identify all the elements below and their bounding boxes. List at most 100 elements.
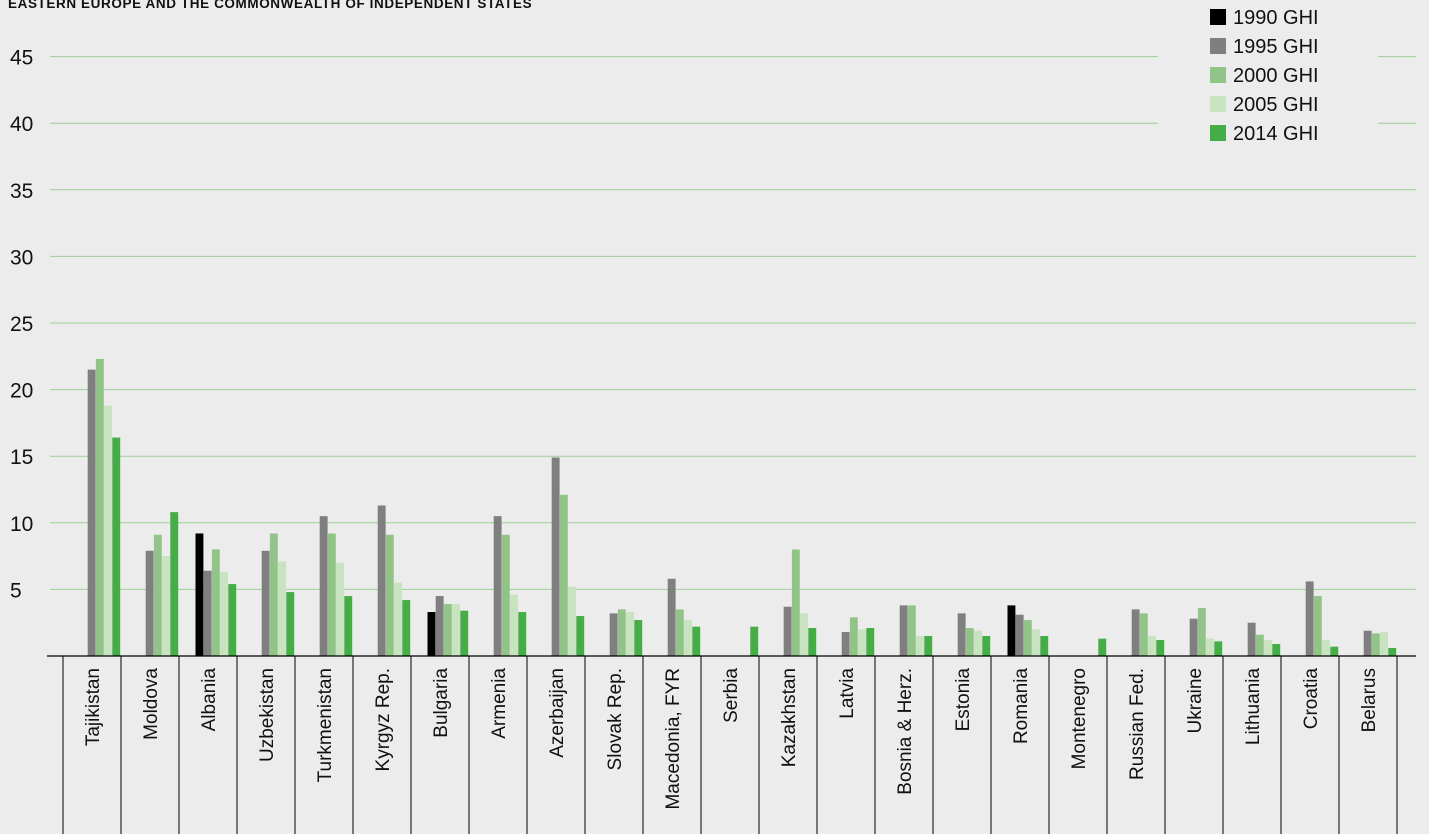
- y-tick-label-35: 35: [10, 180, 33, 203]
- bar-montenegro-2014-ghi: [1098, 638, 1107, 656]
- y-tick-label-5: 5: [10, 579, 22, 602]
- bar-kyrgyz-rep-1995-ghi: [377, 505, 386, 656]
- bar-croatia-2000-ghi: [1313, 596, 1322, 656]
- x-tick-label-kazakhstan: Kazakhstan: [779, 668, 800, 767]
- legend: 1990 GHI 1995 GHI 2000 GHI 2005 GHI 2014 GHI: [1210, 7, 1319, 145]
- bar-estonia-2014-ghi: [982, 636, 991, 656]
- bar-ukraine-2000-ghi: [1197, 608, 1206, 656]
- bar-bulgaria-1990-ghi: [427, 612, 436, 656]
- bar-latvia-2005-ghi: [858, 629, 866, 656]
- bar-belarus-1995-ghi: [1363, 630, 1372, 656]
- bar-romania-2005-ghi: [1032, 629, 1040, 656]
- legend-label-2014-ghi: 2014 GHI: [1233, 123, 1319, 145]
- bar-lithuania-2014-ghi: [1272, 644, 1281, 656]
- bar-armenia-2014-ghi: [518, 612, 527, 656]
- bars: [87, 358, 1397, 656]
- bar-azerbaijan-1995-ghi: [551, 457, 560, 656]
- bar-armenia-2005-ghi: [510, 594, 518, 656]
- bar-romania-2000-ghi: [1023, 620, 1032, 656]
- bar-moldova-2000-ghi: [153, 534, 162, 656]
- bar-bulgaria-2014-ghi: [460, 610, 469, 656]
- bar-ukraine-2014-ghi: [1214, 641, 1223, 656]
- bar-tajikistan-2000-ghi: [95, 358, 104, 656]
- x-tick-label-lithuania: Lithuania: [1243, 668, 1264, 746]
- bar-serbia-2014-ghi: [750, 626, 759, 656]
- bar-bosnia-herz-1995-ghi: [899, 605, 908, 656]
- bar-albania-1990-ghi: [195, 533, 204, 656]
- bar-bosnia-herz-2000-ghi: [907, 605, 916, 656]
- bar-kazakhstan-2005-ghi: [800, 613, 808, 656]
- bar-turkmenistan-2014-ghi: [344, 596, 353, 656]
- bar-kazakhstan-1995-ghi: [783, 606, 792, 656]
- legend-swatch-2014-ghi: [1210, 125, 1226, 141]
- legend-label-1995-ghi: 1995 GHI: [1233, 36, 1319, 58]
- legend-swatch-2000-ghi: [1210, 67, 1226, 83]
- bar-croatia-2014-ghi: [1330, 646, 1339, 656]
- bar-tajikistan-1995-ghi: [87, 369, 96, 656]
- bar-russian-fed-2014-ghi: [1156, 640, 1165, 656]
- x-tick-label-azerbaijan: Azerbaijan: [547, 668, 568, 758]
- bar-slovak-rep-1995-ghi: [609, 613, 618, 656]
- bar-estonia-1995-ghi: [957, 613, 966, 656]
- bar-slovak-rep-2005-ghi: [626, 612, 634, 656]
- x-tick-label-latvia: Latvia: [837, 668, 858, 719]
- bar-estonia-2005-ghi: [974, 630, 982, 656]
- x-tick-label-belarus: Belarus: [1359, 668, 1380, 732]
- bar-latvia-2014-ghi: [866, 628, 875, 656]
- bar-azerbaijan-2005-ghi: [568, 586, 576, 656]
- legend-swatch-2005-ghi: [1210, 96, 1226, 112]
- bar-moldova-2014-ghi: [170, 512, 179, 656]
- legend-label-1990-ghi: 1990 GHI: [1233, 7, 1319, 29]
- bar-slovak-rep-2000-ghi: [617, 609, 626, 656]
- bar-turkmenistan-1995-ghi: [319, 516, 328, 656]
- bar-russian-fed-2005-ghi: [1148, 636, 1156, 656]
- bar-lithuania-2005-ghi: [1264, 640, 1272, 656]
- x-tick-label-uzbekistan: Uzbekistan: [257, 668, 278, 762]
- y-tick-label-10: 10: [10, 513, 33, 536]
- legend-label-2000-ghi: 2000 GHI: [1233, 65, 1319, 87]
- bar-ukraine-2005-ghi: [1206, 638, 1214, 656]
- bar-kazakhstan-2000-ghi: [791, 549, 800, 656]
- bar-estonia-2000-ghi: [965, 628, 974, 656]
- x-tick-label-tajikistan: Tajikistan: [83, 668, 104, 746]
- bar-azerbaijan-2000-ghi: [559, 494, 568, 656]
- bar-uzbekistan-1995-ghi: [261, 550, 270, 656]
- bar-macedonia-fyr-1995-ghi: [667, 578, 676, 656]
- bar-belarus-2014-ghi: [1388, 648, 1397, 656]
- bar-moldova-2005-ghi: [162, 556, 170, 656]
- bar-ukraine-1995-ghi: [1189, 618, 1198, 656]
- bar-croatia-1995-ghi: [1305, 581, 1314, 656]
- bar-russian-fed-2000-ghi: [1139, 613, 1148, 656]
- x-tick-label-slovak-rep: Slovak Rep.: [605, 668, 626, 770]
- bar-armenia-1995-ghi: [493, 516, 502, 656]
- bar-slovak-rep-2014-ghi: [634, 620, 643, 656]
- x-tick-label-bulgaria: Bulgaria: [431, 668, 452, 738]
- y-tick-label-15: 15: [10, 446, 33, 469]
- bar-romania-2014-ghi: [1040, 636, 1049, 656]
- bar-latvia-2000-ghi: [849, 617, 858, 656]
- bar-lithuania-1995-ghi: [1247, 622, 1256, 656]
- bar-macedonia-fyr-2000-ghi: [675, 609, 684, 656]
- x-tick-label-estonia: Estonia: [953, 668, 974, 732]
- bar-albania-2005-ghi: [220, 572, 228, 656]
- legend-label-2005-ghi: 2005 GHI: [1233, 94, 1319, 116]
- x-tick-label-albania: Albania: [199, 668, 220, 732]
- x-tick-label-croatia: Croatia: [1301, 668, 1322, 730]
- x-tick-label-macedonia-fyr: Macedonia, FYR: [663, 668, 684, 810]
- bar-belarus-2000-ghi: [1371, 633, 1380, 656]
- bar-moldova-1995-ghi: [145, 550, 154, 656]
- bar-russian-fed-1995-ghi: [1131, 609, 1140, 656]
- x-tick-label-kyrgyz-rep: Kyrgyz Rep.: [373, 668, 394, 771]
- bar-albania-1995-ghi: [203, 570, 212, 656]
- bar-bosnia-herz-2005-ghi: [916, 636, 924, 656]
- bar-romania-1990-ghi: [1007, 605, 1016, 656]
- y-tick-label-25: 25: [10, 313, 33, 336]
- bar-albania-2014-ghi: [228, 584, 237, 656]
- bar-kyrgyz-rep-2014-ghi: [402, 600, 411, 656]
- bar-azerbaijan-2014-ghi: [576, 616, 585, 656]
- bar-armenia-2000-ghi: [501, 534, 510, 656]
- x-tick-label-montenegro: Montenegro: [1069, 668, 1090, 769]
- bar-lithuania-2000-ghi: [1255, 634, 1264, 656]
- bar-uzbekistan-2005-ghi: [278, 561, 286, 656]
